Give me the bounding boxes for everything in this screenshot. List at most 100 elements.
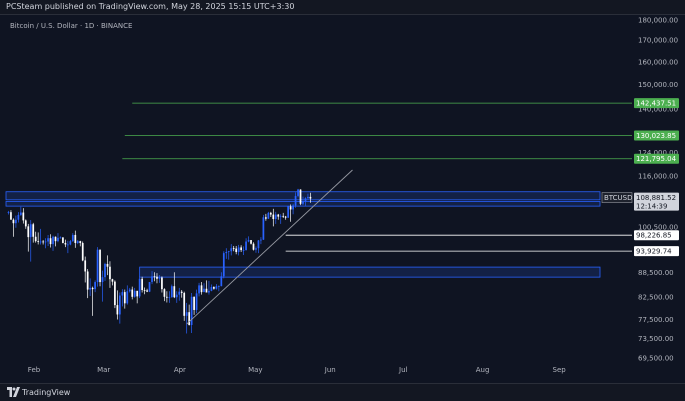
candle-body	[12, 219, 15, 224]
candle-body	[128, 289, 131, 292]
candle-body	[245, 241, 247, 251]
price-labels-layer: 142,437.51 130,023.85 121,795.04 98,226.85 9…	[601, 98, 679, 257]
candle-body	[277, 214, 280, 217]
price-tick-label: 150,000.00	[638, 81, 678, 89]
candle-body	[304, 198, 307, 202]
candle-body	[188, 312, 191, 326]
candle-body	[126, 291, 129, 304]
candle-body	[39, 241, 42, 243]
price-tick-label: 124,000.00	[638, 149, 678, 157]
candle-body	[133, 290, 136, 297]
candle-body	[156, 276, 158, 279]
candle-body	[163, 289, 166, 297]
candle-body	[183, 292, 186, 316]
time-tick-label: Sep	[553, 366, 567, 374]
publisher-text: PCSteam published on TradingView.com, Ma…	[6, 2, 295, 11]
candle-body	[86, 271, 89, 290]
candle-body	[190, 296, 193, 326]
candle-body	[118, 295, 121, 315]
candle-body	[29, 224, 32, 238]
candle-body	[250, 240, 252, 244]
candle-body	[59, 237, 62, 239]
support-label-text: 98,226.85	[636, 232, 672, 240]
candle-body	[52, 236, 54, 245]
price-tick-label: 69,500.00	[638, 355, 674, 363]
candle-body	[210, 287, 213, 291]
trendline-layer	[186, 169, 353, 325]
candle-body	[235, 248, 238, 252]
candle-body	[54, 236, 57, 242]
candle-body	[69, 241, 72, 245]
candle-body	[151, 276, 153, 283]
candle-body	[185, 312, 188, 316]
candle-body	[114, 281, 116, 306]
candle-body	[252, 243, 255, 250]
price-tick-label: 116,000.00	[638, 173, 678, 181]
candle-body	[247, 240, 250, 242]
candle-body	[227, 251, 230, 253]
candle-body	[121, 292, 124, 296]
candle-body	[166, 296, 168, 298]
symbol-title[interactable]: Bitcoin / U.S. Dollar · 1D · BINANCE	[10, 22, 133, 30]
candle-body	[232, 248, 235, 250]
tradingview-brand[interactable]: TradingView	[22, 388, 71, 397]
countdown-text: 12:14:39	[636, 203, 667, 211]
candle-body	[17, 214, 20, 220]
candle-body	[116, 305, 119, 315]
time-tick-label: Aug	[476, 366, 490, 374]
candle-body	[44, 241, 47, 243]
candle-body	[74, 234, 77, 243]
candle-body	[170, 286, 173, 298]
price-tick-label: 82,500.00	[638, 294, 674, 302]
candle-body	[67, 244, 69, 246]
candle-body	[279, 215, 282, 217]
candle-body	[302, 201, 304, 204]
candle-body	[89, 287, 92, 290]
tradingview-logo-icon	[7, 387, 20, 397]
resistance-label	[634, 98, 679, 109]
candle-body	[57, 237, 59, 242]
candle-body	[193, 296, 195, 310]
candle-body	[153, 276, 156, 278]
candle-body	[109, 266, 111, 280]
symbol-tag-text: BTCUSD	[604, 194, 633, 202]
current-price-tag	[634, 192, 679, 211]
candle-body	[200, 285, 203, 293]
time-tick-label: May	[248, 366, 262, 374]
candle-body	[260, 239, 262, 241]
candle-body	[299, 189, 302, 204]
candle-body	[225, 251, 228, 254]
candle-body	[289, 206, 292, 210]
time-tick-label: Feb	[28, 366, 41, 374]
time-axis: Feb Mar Apr May Jun Jul Aug Sep	[28, 366, 566, 374]
candle-body	[84, 260, 87, 272]
candle-body	[49, 238, 52, 245]
candle-body	[27, 226, 30, 238]
candle-body	[240, 247, 242, 251]
candle-body	[94, 282, 96, 290]
candle-body	[81, 242, 84, 261]
candle-body	[76, 241, 79, 243]
candle-body	[217, 286, 220, 288]
price-tick-label: 160,000.00	[638, 58, 678, 66]
price-tick-label: 170,000.00	[638, 37, 678, 45]
support-label	[634, 246, 679, 257]
resistance-label	[634, 153, 679, 164]
candle-body	[7, 212, 10, 213]
candle-body	[32, 224, 35, 237]
candle-body	[138, 278, 141, 297]
candle-body	[284, 216, 287, 218]
candle-body	[101, 277, 104, 283]
candle-body	[222, 253, 225, 277]
candle-body	[96, 249, 99, 283]
support-label-text: 93,929.74	[636, 248, 672, 256]
candle-body	[294, 195, 297, 206]
symbol-tag	[601, 192, 633, 203]
candle-body	[213, 287, 215, 289]
candle-body	[22, 212, 25, 221]
price-tick-label: 100,500.00	[638, 224, 678, 232]
candle-body	[42, 241, 44, 243]
support-label	[634, 230, 679, 241]
candle-body	[104, 263, 106, 278]
